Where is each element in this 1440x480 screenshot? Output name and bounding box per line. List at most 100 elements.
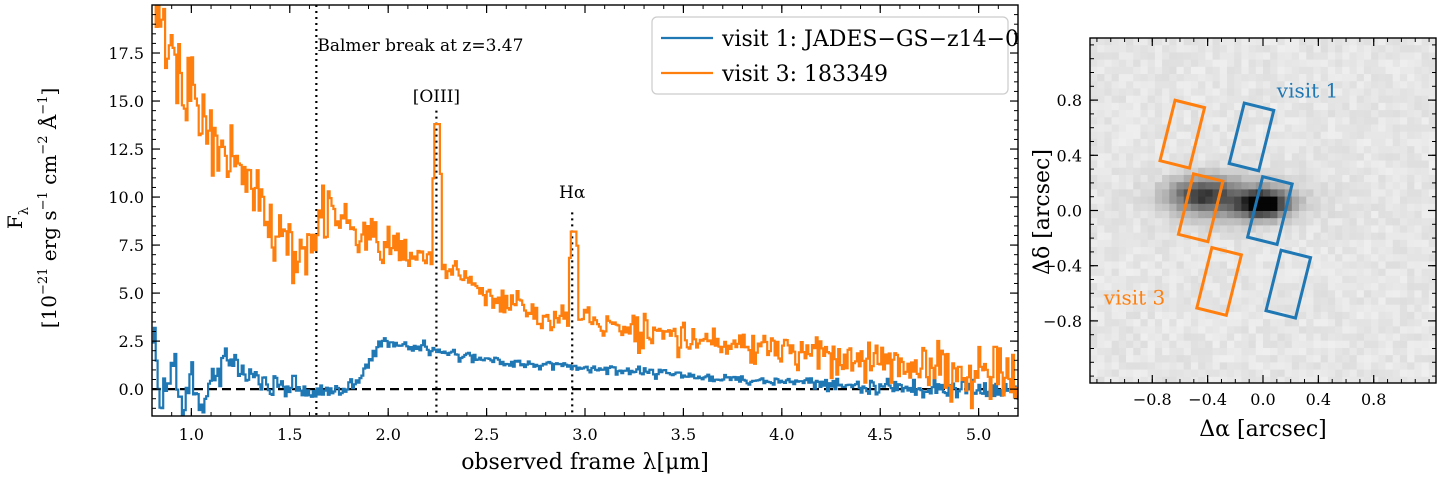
image-pixel bbox=[1126, 304, 1134, 313]
image-pixel bbox=[1183, 247, 1192, 255]
image-pixel bbox=[1284, 45, 1293, 54]
image-pixel bbox=[1219, 153, 1228, 162]
image-pixel bbox=[1327, 333, 1336, 342]
image-pixel bbox=[1104, 59, 1113, 68]
image-pixel bbox=[1356, 254, 1365, 263]
image-pixel bbox=[1097, 167, 1106, 176]
image-pixel bbox=[1140, 311, 1149, 320]
image-pixel bbox=[1212, 297, 1221, 306]
image-pixel bbox=[1140, 347, 1149, 356]
image-pixel bbox=[1111, 319, 1120, 327]
image-pixel bbox=[1306, 319, 1315, 327]
image-pixel bbox=[1090, 189, 1098, 198]
image-pixel bbox=[1111, 102, 1120, 111]
image-pixel bbox=[1263, 81, 1271, 90]
image-pixel bbox=[1313, 174, 1322, 183]
image-pixel bbox=[1356, 268, 1365, 277]
image-pixel bbox=[1097, 232, 1106, 241]
image-pixel bbox=[1421, 74, 1430, 82]
image-pixel bbox=[1205, 95, 1214, 104]
image-pixel bbox=[1313, 131, 1322, 140]
image-pixel bbox=[1104, 66, 1113, 75]
image-pixel bbox=[1140, 340, 1149, 349]
image-pixel bbox=[1263, 232, 1271, 241]
image-pixel bbox=[1162, 225, 1170, 234]
image-pixel bbox=[1147, 189, 1156, 198]
image-pixel bbox=[1371, 326, 1379, 335]
image-pixel bbox=[1263, 59, 1271, 68]
image-pixel bbox=[1421, 131, 1430, 140]
image-pixel bbox=[1335, 153, 1343, 162]
image-pixel bbox=[1241, 283, 1250, 291]
image-pixel bbox=[1356, 45, 1365, 54]
image-pixel bbox=[1378, 333, 1387, 342]
image-pixel bbox=[1212, 66, 1221, 75]
image-pixel bbox=[1407, 225, 1415, 234]
image-pixel bbox=[1147, 45, 1156, 54]
image-pixel bbox=[1421, 110, 1430, 118]
image-pixel bbox=[1126, 297, 1134, 306]
image-pixel bbox=[1183, 88, 1192, 97]
image-pixel bbox=[1313, 247, 1322, 255]
image-pixel bbox=[1176, 74, 1185, 82]
image-pixel bbox=[1111, 59, 1120, 68]
image-pixel bbox=[1291, 297, 1300, 306]
image-pixel bbox=[1399, 88, 1408, 97]
image-pixel bbox=[1255, 146, 1264, 154]
image-pixel bbox=[1299, 347, 1307, 356]
image-pixel bbox=[1349, 333, 1358, 342]
image-pixel bbox=[1284, 254, 1293, 263]
image-pixel bbox=[1291, 38, 1300, 46]
image-pixel bbox=[1277, 138, 1286, 147]
image-pixel bbox=[1126, 59, 1134, 68]
image-pixel bbox=[1205, 102, 1214, 111]
cutout-image bbox=[1090, 38, 1436, 383]
image-pixel bbox=[1392, 369, 1401, 378]
image-pixel bbox=[1342, 131, 1351, 140]
image-pixel bbox=[1277, 146, 1286, 154]
image-pixel bbox=[1111, 247, 1120, 255]
image-pixel bbox=[1349, 254, 1358, 263]
image-pixel bbox=[1118, 131, 1127, 140]
image-pixel bbox=[1154, 189, 1163, 198]
image-pixel bbox=[1111, 326, 1120, 335]
image-pixel bbox=[1097, 174, 1106, 183]
image-pixel bbox=[1133, 189, 1142, 198]
image-pixel bbox=[1371, 232, 1379, 241]
image-pixel bbox=[1284, 297, 1293, 306]
image-pixel bbox=[1140, 182, 1149, 190]
image-pixel bbox=[1111, 196, 1120, 205]
image-pixel bbox=[1190, 189, 1199, 198]
image-pixel bbox=[1226, 131, 1235, 140]
image-pixel bbox=[1277, 319, 1286, 327]
image-pixel bbox=[1255, 66, 1264, 75]
image-pixel bbox=[1133, 247, 1142, 255]
image-pixel bbox=[1169, 95, 1178, 104]
image-pixel bbox=[1363, 146, 1372, 154]
image-pixel bbox=[1277, 333, 1286, 342]
image-pixel bbox=[1421, 304, 1430, 313]
image-pixel bbox=[1299, 45, 1307, 54]
image-pixel bbox=[1270, 211, 1279, 219]
image-pixel bbox=[1284, 131, 1293, 140]
image-pixel bbox=[1291, 225, 1300, 234]
image-pixel bbox=[1428, 182, 1436, 190]
image-pixel bbox=[1241, 146, 1250, 154]
image-pixel bbox=[1299, 232, 1307, 241]
image-pixel bbox=[1169, 211, 1178, 219]
image-pixel bbox=[1234, 369, 1242, 378]
image-pixel bbox=[1392, 376, 1401, 383]
image-pixel bbox=[1399, 326, 1408, 335]
image-pixel bbox=[1327, 290, 1336, 299]
image-pixel bbox=[1399, 174, 1408, 183]
image-pixel bbox=[1126, 95, 1134, 104]
image-pixel bbox=[1363, 182, 1372, 190]
image-y-axis-label: Δδ [arcsec] bbox=[1030, 149, 1055, 275]
image-pixel bbox=[1407, 211, 1415, 219]
image-pixel bbox=[1399, 102, 1408, 111]
image-pixel bbox=[1190, 247, 1199, 255]
image-pixel bbox=[1219, 131, 1228, 140]
image-pixel bbox=[1407, 275, 1415, 284]
image-pixel bbox=[1111, 347, 1120, 356]
image-pixel bbox=[1212, 268, 1221, 277]
